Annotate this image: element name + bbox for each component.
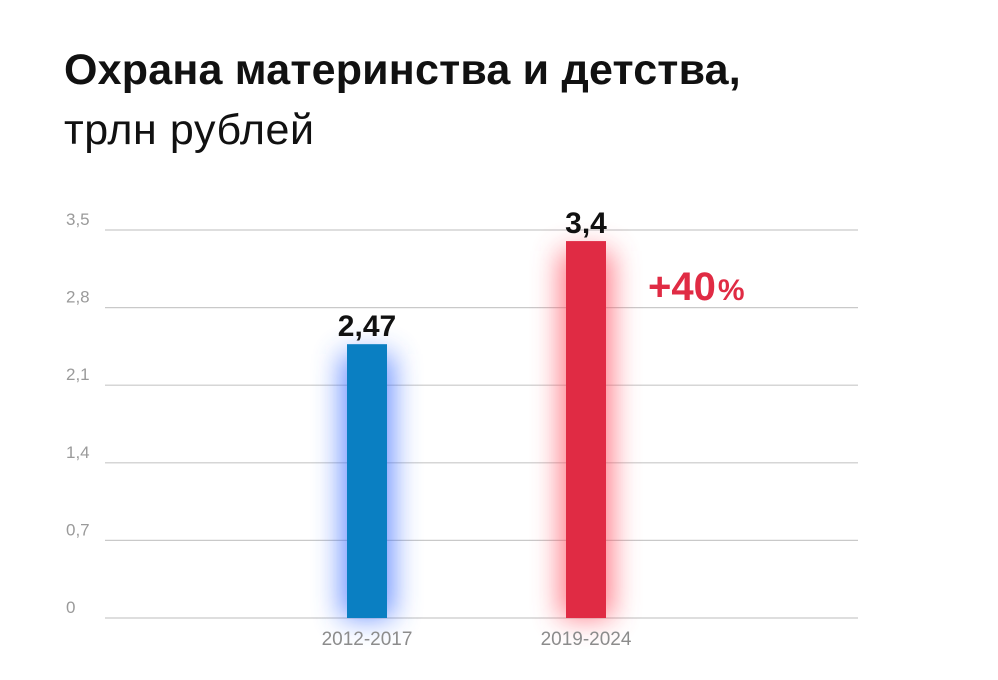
growth-annotation-value: +40 (648, 265, 716, 309)
x-axis: 2012-2017 2019-2024 (322, 629, 632, 650)
y-tick-label: 0,7 (66, 520, 90, 539)
y-tick-label: 2,8 (66, 288, 90, 307)
y-tick-label: 2,1 (66, 365, 90, 384)
y-tick-label: 1,4 (66, 443, 90, 462)
bar-2012-2017 (347, 344, 387, 618)
data-labels: 2,47 3,4 (338, 207, 607, 343)
growth-annotation: +40% (648, 265, 745, 309)
data-label: 2,47 (338, 310, 396, 343)
x-tick-label: 2019-2024 (541, 629, 632, 650)
chart-subtitle: трлн рублей (64, 106, 315, 154)
y-tick-label: 3,5 (66, 210, 90, 229)
chart-title: Охрана материнства и детства, (64, 46, 741, 94)
data-label: 3,4 (565, 207, 607, 240)
growth-annotation-unit: % (718, 274, 745, 307)
grid-lines (105, 229, 858, 619)
y-tick-label: 0 (66, 598, 75, 617)
y-axis: 0 0,7 1,4 2,1 2,8 3,5 (66, 210, 90, 617)
x-tick-label: 2012-2017 (322, 629, 413, 650)
bars (347, 241, 606, 619)
bar-2019-2024 (566, 241, 606, 619)
